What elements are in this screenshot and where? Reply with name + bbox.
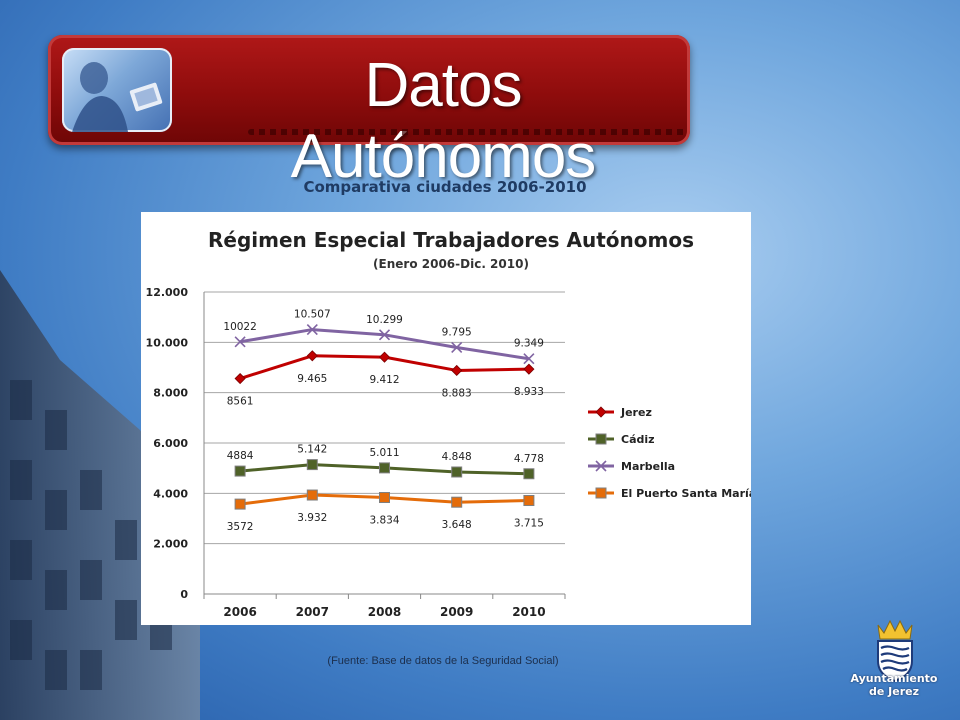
chart-subtitle: (Enero 2006-Dic. 2010) bbox=[373, 257, 529, 271]
data-point bbox=[306, 459, 318, 471]
data-label: 4.848 bbox=[442, 451, 472, 463]
data-label: 8.883 bbox=[442, 387, 472, 399]
data-point-stroke bbox=[523, 353, 535, 365]
data-point bbox=[306, 350, 318, 362]
data-label: 8561 bbox=[227, 396, 254, 408]
data-point bbox=[523, 468, 535, 480]
chart-title: Régimen Especial Trabajadores Autónomos bbox=[208, 228, 694, 252]
data-label: 3572 bbox=[227, 521, 254, 533]
data-point bbox=[523, 363, 535, 375]
x-tick-label: 2008 bbox=[368, 605, 401, 619]
ayuntamiento-seal bbox=[877, 619, 913, 683]
line-chart: Régimen Especial Trabajadores Autónomos … bbox=[141, 212, 751, 625]
source-note: (Fuente: Base de datos de la Seguridad S… bbox=[327, 655, 559, 667]
logo-line-1: Ayuntamiento bbox=[850, 672, 938, 685]
data-point bbox=[595, 460, 607, 472]
x-tick-label: 2009 bbox=[440, 605, 473, 619]
data-label: 3.834 bbox=[369, 515, 399, 527]
data-label: 3.715 bbox=[514, 518, 544, 530]
data-point bbox=[378, 329, 391, 341]
data-label: 3.648 bbox=[442, 519, 472, 531]
data-label: 4.778 bbox=[514, 453, 544, 465]
y-tick-label: 10.000 bbox=[146, 336, 189, 349]
data-point bbox=[234, 465, 246, 477]
page-title: Datos Autónomos bbox=[290, 51, 597, 191]
y-tick-label: 4.000 bbox=[153, 487, 188, 500]
data-point-stroke bbox=[234, 336, 246, 348]
y-tick-label: 2.000 bbox=[153, 538, 188, 551]
data-point bbox=[451, 466, 463, 478]
data-label: 5.142 bbox=[297, 444, 327, 456]
data-label: 5.011 bbox=[369, 447, 399, 459]
data-label: 9.349 bbox=[514, 338, 544, 350]
legend-label: Marbella bbox=[621, 460, 675, 473]
data-point bbox=[306, 324, 318, 336]
data-point bbox=[378, 351, 391, 363]
data-label: 9.465 bbox=[297, 373, 327, 385]
chart-svg: Régimen Especial Trabajadores Autónomos … bbox=[146, 228, 751, 619]
data-point bbox=[451, 364, 463, 377]
data-point-stroke bbox=[595, 460, 607, 472]
data-label: 8.933 bbox=[514, 386, 544, 398]
legend-label: Jerez bbox=[620, 406, 652, 419]
data-point bbox=[451, 496, 463, 508]
data-point bbox=[523, 495, 535, 507]
data-label: 10.507 bbox=[294, 309, 331, 321]
y-tick-label: 0 bbox=[180, 588, 188, 601]
x-tick-label: 2006 bbox=[223, 605, 256, 619]
banner-photo bbox=[62, 48, 172, 132]
data-point bbox=[234, 336, 246, 348]
data-point-stroke bbox=[451, 341, 463, 354]
data-point bbox=[379, 492, 390, 504]
x-tick-label: 2010 bbox=[512, 605, 545, 619]
y-tick-label: 6.000 bbox=[153, 437, 188, 450]
x-tick-label: 2007 bbox=[296, 605, 329, 619]
legend-label: Cádiz bbox=[621, 433, 655, 446]
data-point bbox=[595, 433, 607, 445]
data-label: 10022 bbox=[223, 321, 256, 333]
banner-dots bbox=[248, 129, 688, 135]
y-tick-label: 12.000 bbox=[146, 286, 189, 299]
title-banner: Datos Autónomos bbox=[48, 35, 690, 191]
data-label: 3.932 bbox=[297, 512, 327, 524]
chart-subtitle-heading: Comparativa ciudades 2006-2010 bbox=[303, 178, 587, 196]
data-point-stroke bbox=[378, 329, 391, 341]
data-point bbox=[379, 462, 390, 474]
ayuntamiento-logo-text: Ayuntamiento de Jerez bbox=[838, 672, 950, 698]
data-label: 9.412 bbox=[369, 374, 399, 386]
logo-line-2: de Jerez bbox=[868, 685, 919, 698]
data-point bbox=[234, 498, 246, 510]
data-point bbox=[306, 489, 318, 501]
data-label: 9.795 bbox=[442, 326, 472, 338]
data-label: 10.299 bbox=[366, 314, 403, 326]
data-label: 4884 bbox=[227, 450, 254, 462]
data-point bbox=[451, 341, 463, 354]
data-point bbox=[523, 353, 535, 365]
data-point bbox=[595, 406, 607, 418]
data-point bbox=[595, 487, 607, 499]
y-tick-label: 8.000 bbox=[153, 387, 188, 400]
data-point-stroke bbox=[306, 324, 318, 336]
legend-label: El Puerto Santa María bbox=[621, 487, 751, 500]
data-point bbox=[234, 372, 246, 385]
